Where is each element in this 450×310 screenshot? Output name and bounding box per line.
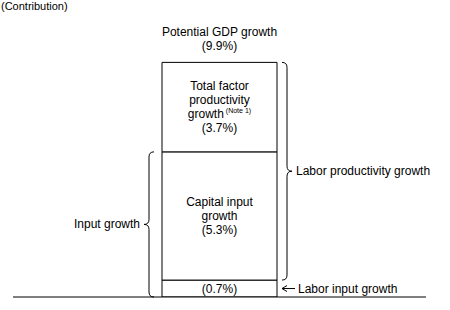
svg-text:(9.9%): (9.9%) — [202, 39, 237, 53]
svg-text:(3.7%): (3.7%) — [202, 121, 237, 135]
svg-text:Total factor: Total factor — [190, 79, 249, 93]
svg-text:productivity: productivity — [189, 93, 250, 107]
svg-text:(Contribution): (Contribution) — [8, 0, 68, 12]
svg-text:Potential GDP growth: Potential GDP growth — [162, 25, 277, 39]
svg-text:Labor input growth: Labor input growth — [298, 282, 397, 296]
svg-text:(0.7%): (0.7%) — [202, 282, 237, 296]
svg-text:Input growth: Input growth — [74, 217, 140, 231]
svg-text:Capital input: Capital input — [186, 195, 253, 209]
svg-text:(5.3%): (5.3%) — [202, 223, 237, 237]
svg-text:Labor productivity growth: Labor productivity growth — [296, 164, 430, 178]
svg-text:growth (Note 1): growth (Note 1) — [188, 107, 251, 121]
svg-text:growth: growth — [201, 209, 237, 223]
